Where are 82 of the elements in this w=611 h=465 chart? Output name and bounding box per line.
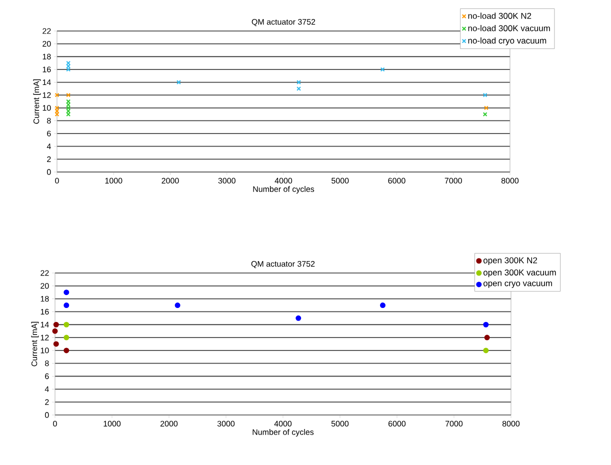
x-tick-label: 3000 [217, 420, 235, 427]
legend-label: open cryo vacuum [483, 282, 552, 288]
point [176, 80, 181, 85]
y-tick-label: 8 [45, 360, 49, 366]
point [66, 112, 71, 117]
point [66, 99, 71, 104]
point [64, 290, 70, 296]
x-tick-label: 1000 [104, 420, 121, 427]
point [54, 92, 60, 98]
chart-title: QM actuator 3752 [251, 261, 315, 268]
x-tick-label: 7000 [444, 178, 462, 184]
y-axis-title: Current [mA] [33, 79, 41, 124]
y-tick-label: 12 [40, 334, 49, 340]
legend-label: no-load 300K vacuum [468, 24, 550, 32]
legend-label: no-load 300K N2 [468, 12, 532, 19]
point [54, 112, 60, 117]
y-tick-label: 20 [40, 283, 49, 289]
legend-label: no-load cryo vacuum [468, 37, 546, 46]
point [483, 322, 489, 328]
y-tick-label: 14 [40, 322, 49, 328]
point [64, 334, 70, 340]
x-tick-label: 5000 [332, 178, 349, 184]
x-tick-label: 3000 [218, 178, 236, 184]
x-tick-label: 7000 [446, 420, 463, 427]
y-tick-label: 16 [42, 66, 51, 72]
x-tick-label: 2000 [162, 178, 179, 184]
x-tick-label: 1000 [105, 178, 122, 184]
y-tick-label: 14 [42, 80, 51, 86]
x-tick-label: 8000 [501, 178, 519, 184]
y-tick-label: 4 [46, 144, 51, 150]
y-tick-label: 22 [40, 270, 49, 276]
point [53, 341, 59, 347]
y-tick-label: 10 [40, 348, 49, 354]
point [174, 302, 180, 308]
point [296, 315, 302, 321]
x-tick-label: 4000 [274, 420, 292, 427]
point [380, 302, 386, 308]
y-tick-label: 6 [45, 373, 49, 380]
point [64, 322, 70, 328]
point [64, 302, 70, 308]
point [53, 322, 59, 328]
point [483, 348, 489, 354]
y-tick-label: 16 [40, 308, 49, 315]
x-tick-label: 4000 [274, 178, 292, 184]
x-tick-label: 6000 [388, 178, 406, 184]
legend-label: open 300K N2 [483, 257, 538, 265]
y-tick-label: 6 [47, 130, 51, 136]
y-tick-label: 12 [42, 92, 51, 98]
point [484, 334, 490, 340]
x-tick-label: 6000 [388, 420, 406, 427]
x-tick-label: 0 [53, 420, 57, 427]
y-tick-label: 0 [47, 169, 51, 175]
y-tick-label: 4 [44, 386, 49, 392]
y-tick-label: 0 [45, 412, 49, 418]
y-tick-label: 22 [42, 28, 51, 34]
y-axis-title: Current [mA] [31, 322, 39, 366]
x-tick-label: 5000 [331, 420, 349, 427]
y-tick-label: 2 [47, 156, 51, 162]
point [482, 112, 488, 117]
point [66, 92, 71, 98]
y-tick-label: 18 [40, 296, 49, 302]
point [52, 328, 58, 334]
point [380, 67, 385, 72]
x-axis-title: Number of cycles [253, 186, 314, 194]
chart-title: QM actuator 3752 [252, 19, 316, 26]
point [482, 92, 488, 98]
point [296, 80, 302, 85]
y-tick-label: 2 [45, 399, 49, 405]
point [66, 60, 71, 66]
point [64, 348, 70, 354]
point [296, 86, 302, 91]
point [484, 106, 488, 110]
y-tick-label: 20 [42, 40, 51, 47]
x-tick-label: 0 [55, 178, 59, 184]
legend-label: open 300K vacuum [483, 269, 556, 278]
y-tick-label: 8 [47, 118, 51, 124]
y-tick-label: 10 [42, 105, 51, 111]
x-tick-label: 2000 [160, 420, 178, 427]
x-tick-label: 8000 [502, 420, 520, 427]
point [66, 67, 71, 72]
x-axis-title: Number of cycles [252, 429, 314, 437]
y-tick-label: 18 [42, 54, 51, 60]
